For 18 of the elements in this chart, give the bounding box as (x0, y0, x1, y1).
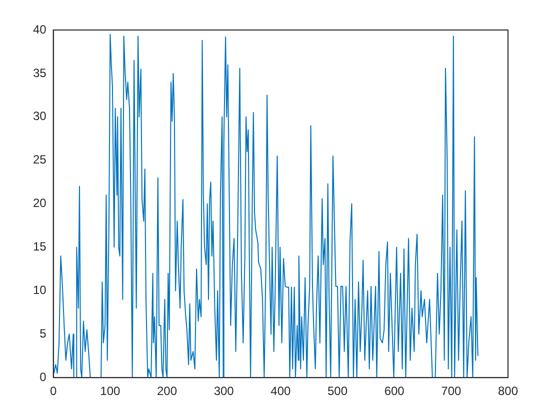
x-tick-label: 400 (270, 384, 292, 398)
x-tick-label: 800 (498, 384, 518, 398)
x-tick-label: 0 (50, 384, 58, 398)
x-tick-label: 300 (214, 384, 234, 398)
y-tick-label: 40 (32, 22, 47, 36)
y-tick-label: 15 (32, 240, 47, 254)
x-tick-label: 700 (441, 384, 462, 398)
y-tick-label: 30 (32, 109, 47, 124)
x-tick-label: 600 (384, 384, 405, 398)
y-tick-label: 35 (32, 66, 47, 80)
x-tick-label: 100 (100, 384, 121, 398)
y-tick-label: 25 (32, 152, 47, 167)
x-tick-label: 500 (327, 384, 348, 398)
y-tick-label: 20 (32, 196, 47, 210)
y-tick-label: 10 (32, 283, 47, 298)
y-tick-label: 0 (40, 370, 47, 384)
x-tick-label: 200 (156, 384, 178, 398)
y-tick-label: 5 (40, 326, 47, 340)
